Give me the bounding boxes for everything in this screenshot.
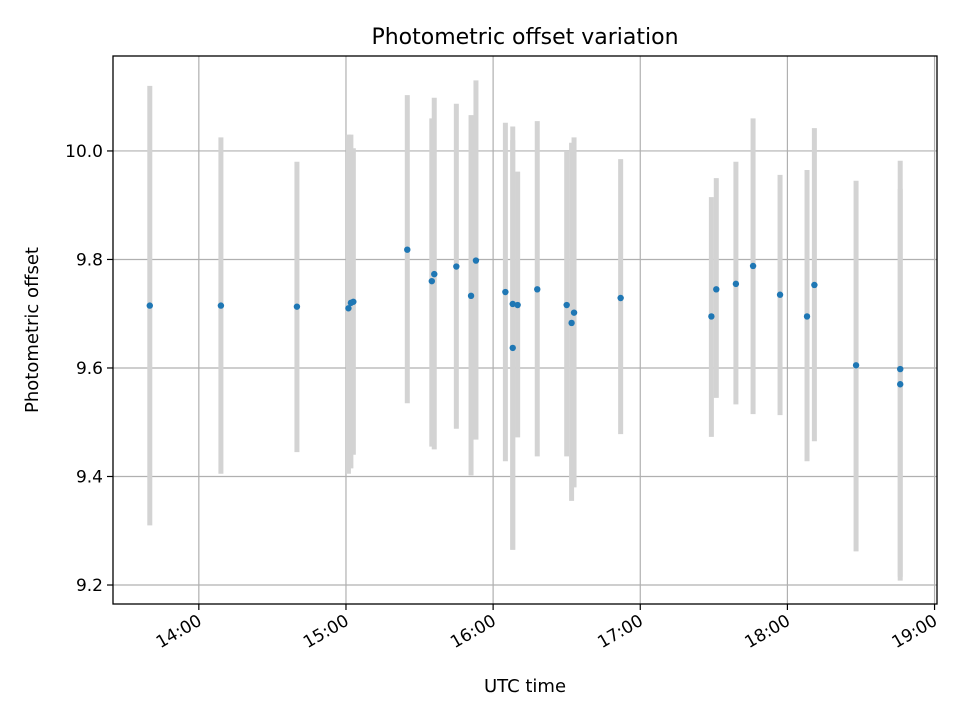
- data-point: [776, 291, 784, 298]
- y-tick-label: 9.4: [76, 467, 103, 487]
- data-point: [146, 302, 153, 309]
- data-point: [534, 286, 541, 293]
- data-point: [732, 280, 740, 288]
- x-tick-label: 18:00: [741, 611, 793, 653]
- data-point: [852, 362, 860, 369]
- data-point: [431, 270, 438, 278]
- plot-frame: [112, 55, 938, 605]
- data-point: [293, 303, 301, 310]
- data-point: [811, 281, 818, 289]
- data-point: [617, 294, 624, 302]
- x-tick-label: 14:00: [153, 611, 205, 653]
- chart-title: Photometric offset variation: [371, 25, 678, 50]
- data-point: [897, 381, 904, 388]
- data-point: [509, 344, 516, 352]
- data-point: [428, 277, 436, 285]
- data-point: [803, 313, 811, 320]
- data-point: [217, 302, 225, 309]
- x-tick-label: 16:00: [447, 611, 499, 653]
- data-point: [453, 263, 460, 270]
- y-axis-label: Photometric offset: [22, 247, 43, 413]
- data-point: [713, 286, 720, 293]
- x-tick-label: 15:00: [300, 611, 352, 653]
- x-tick-label: 19:00: [889, 611, 941, 653]
- data-point: [509, 300, 516, 308]
- data-point: [570, 309, 578, 316]
- data-point: [472, 257, 480, 264]
- data-point: [708, 313, 715, 320]
- data-points: [146, 246, 904, 388]
- y-tick-label: 10.0: [65, 142, 103, 162]
- data-point: [350, 298, 357, 305]
- data-point: [345, 305, 352, 312]
- data-point: [467, 292, 475, 300]
- data-point: [404, 246, 411, 253]
- data-point: [502, 288, 509, 296]
- x-tick-label: 17:00: [594, 611, 646, 653]
- data-point: [749, 262, 757, 270]
- x-axis-label: UTC time: [484, 676, 566, 697]
- data-point: [568, 319, 575, 327]
- data-point: [514, 301, 521, 309]
- data-point: [563, 301, 570, 309]
- data-point: [897, 365, 904, 373]
- y-tick-label: 9.2: [76, 576, 103, 596]
- y-tick-label: 9.8: [76, 250, 103, 270]
- y-tick-label: 9.6: [76, 359, 103, 379]
